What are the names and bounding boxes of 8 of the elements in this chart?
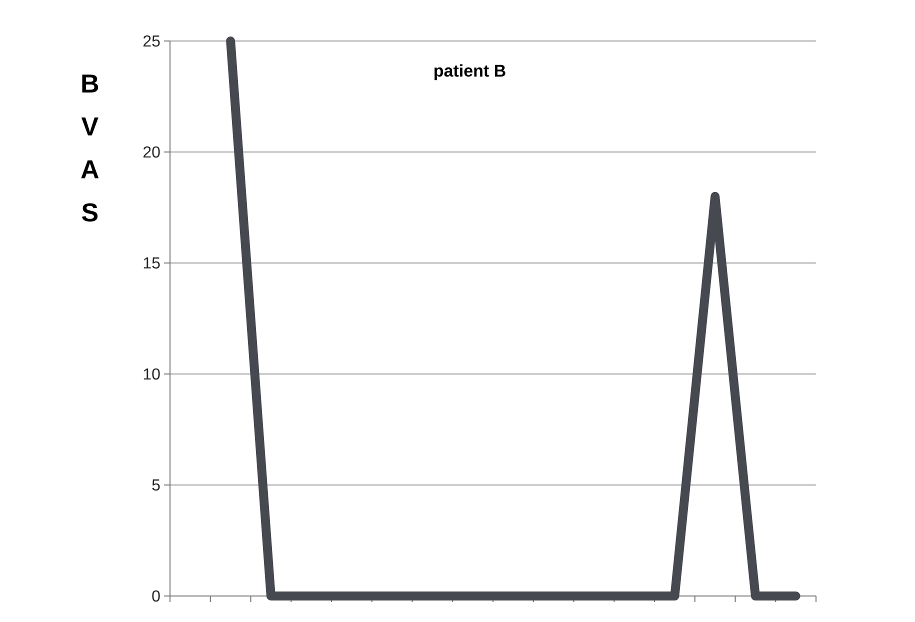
y-tick-label: 15 — [144, 257, 160, 269]
y-tick-label: 20 — [143, 146, 160, 158]
y-tick-label: 5 — [152, 479, 160, 491]
y-tick-label: 0 — [152, 590, 160, 602]
y-axis-title: BVAS — [81, 74, 99, 222]
y-tick-label: 25 — [143, 35, 160, 47]
y-tick-label: 10 — [144, 368, 160, 380]
text: patient B — [434, 64, 506, 80]
